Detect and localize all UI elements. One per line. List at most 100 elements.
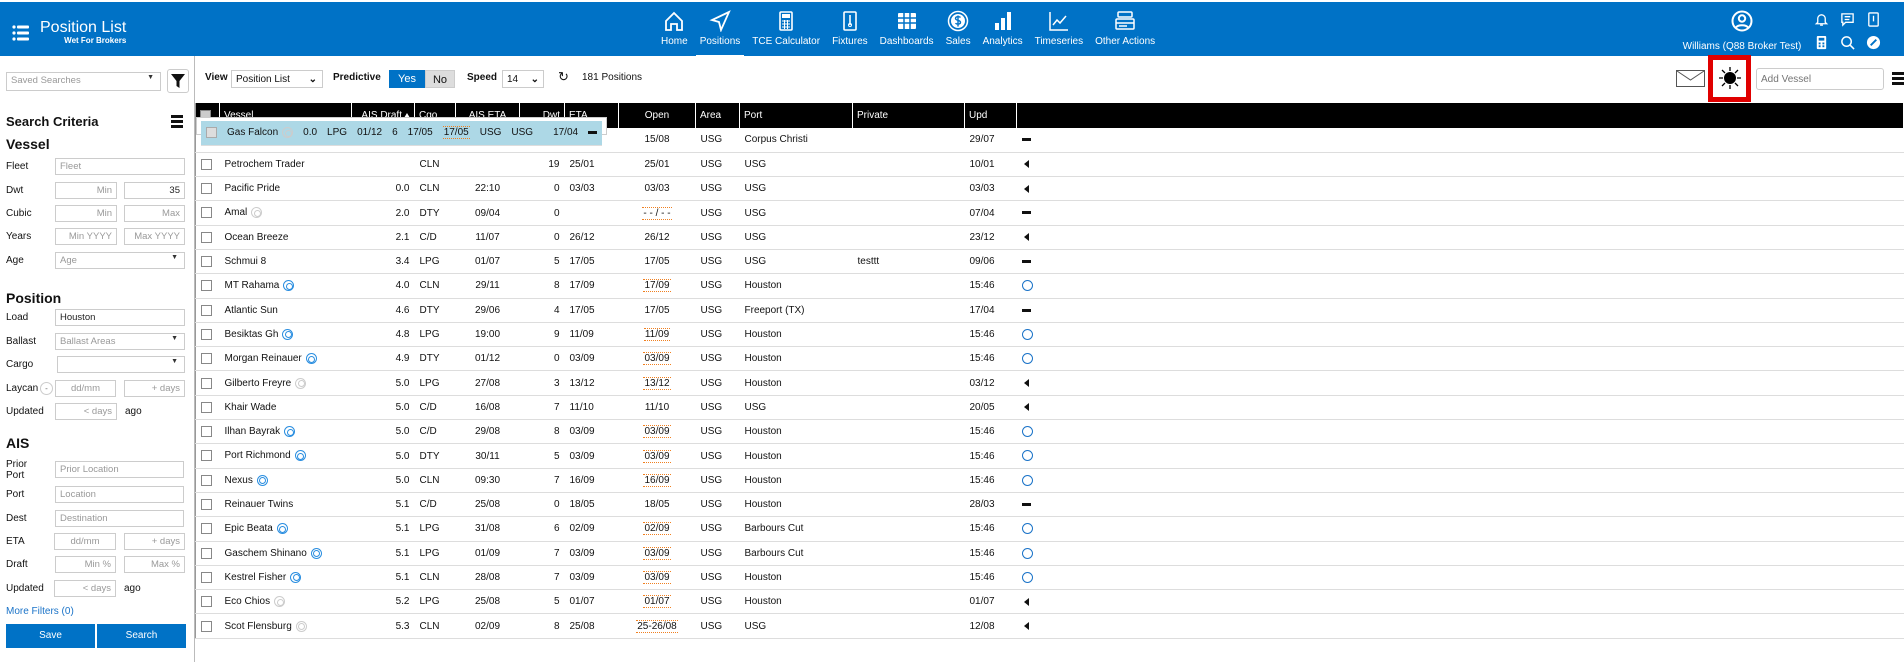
nav-item-positions[interactable]: Positions <box>694 8 747 57</box>
vessel-cell[interactable]: Reinauer Twins <box>219 492 352 518</box>
table-row[interactable]: Gilberto Freyre 5.0 LPG 27/08 3 13/12 13/12 USG… <box>195 370 1904 396</box>
email-icon[interactable] <box>1676 70 1705 87</box>
table-row[interactable]: Epic Beata 5.1 LPG 31/08 6 02/09 02/09 USG Barbo… <box>195 516 1904 542</box>
private-cell[interactable] <box>852 492 965 518</box>
chat-icon[interactable] <box>1840 12 1855 27</box>
open-date[interactable]: 17/05 <box>644 256 670 268</box>
private-cell[interactable] <box>852 128 965 153</box>
checkbox[interactable] <box>201 499 212 511</box>
vessel-name[interactable]: Ilhan Bayrak <box>224 426 281 438</box>
open-date[interactable]: 17/05 <box>442 126 470 140</box>
open-cell[interactable]: 26/12 <box>618 225 696 250</box>
open-cell[interactable]: 01/07 <box>618 589 696 615</box>
position-updated-input[interactable]: < days <box>55 403 117 420</box>
open-date[interactable]: 25-26/08 <box>636 619 678 633</box>
row-checkbox[interactable] <box>195 370 220 396</box>
app-logo[interactable]: Position List Wet For Brokers <box>12 20 126 45</box>
row-checkbox[interactable] <box>195 589 220 615</box>
predictive-no-button[interactable]: No <box>425 70 455 88</box>
checkbox[interactable] <box>201 620 212 632</box>
nav-item-fixtures[interactable]: Fixtures <box>826 8 874 56</box>
private-cell[interactable] <box>538 121 549 146</box>
vessel-cell[interactable]: Port Richmond <box>219 443 352 469</box>
saved-searches-select[interactable]: Saved Searches ▼ <box>6 72 161 91</box>
row-checkbox[interactable] <box>195 176 220 202</box>
years-max-input[interactable]: Max YYYY <box>124 228 185 245</box>
vessel-cell[interactable]: Ilhan Bayrak <box>219 419 352 445</box>
open-cell[interactable]: 18/05 <box>618 492 696 518</box>
table-row[interactable]: Pacific Pride 0.0 CLN 22:10 0 03/03 03/03 USG US… <box>195 176 1904 202</box>
checkbox[interactable] <box>201 207 212 219</box>
nav-item-home[interactable]: Home <box>655 8 694 56</box>
column-header-open[interactable]: Open <box>618 103 696 128</box>
open-date[interactable]: 03/09 <box>643 425 671 439</box>
column-header-private[interactable]: Private <box>852 103 965 128</box>
add-vessel-input[interactable] <box>1756 68 1884 90</box>
open-date[interactable]: 02/09 <box>643 522 671 536</box>
row-checkbox[interactable] <box>195 249 220 275</box>
open-cell[interactable]: 17/05 <box>618 249 696 275</box>
open-date[interactable]: 25/01 <box>644 158 670 170</box>
vessel-cell[interactable]: Amal <box>219 200 352 226</box>
save-button[interactable]: Save <box>6 624 95 648</box>
private-cell[interactable] <box>852 225 965 250</box>
ballast-select[interactable]: Ballast Areas ▼ <box>55 333 185 350</box>
age-select[interactable]: Age ▼ <box>55 252 185 269</box>
open-cell[interactable]: 17/05 <box>618 298 696 323</box>
cargo-select[interactable]: ▼ <box>57 356 185 373</box>
private-cell[interactable] <box>852 516 965 542</box>
vessel-cell[interactable]: MT Rahama <box>219 273 352 299</box>
bell-icon[interactable] <box>1814 12 1829 27</box>
checkbox[interactable] <box>201 280 212 292</box>
table-row[interactable]: Schmui 8 3.4 LPG 01/07 5 17/05 17/05 USG USG test… <box>195 249 1904 275</box>
open-date[interactable]: 03/03 <box>644 183 670 195</box>
ais-updated-input[interactable]: < days <box>54 580 116 597</box>
row-checkbox[interactable] <box>195 565 220 591</box>
vessel-cell[interactable]: Atlantic Sun <box>219 298 352 323</box>
table-row[interactable]: Ilhan Bayrak 5.0 C/D 29/08 8 03/09 03/09 USG Hou… <box>195 419 1904 445</box>
vessel-name[interactable]: Epic Beata <box>224 523 273 535</box>
checkbox[interactable] <box>201 158 212 170</box>
table-row[interactable]: Kestrel Fisher 5.1 CLN 28/08 7 03/09 03/09 USG H… <box>195 565 1904 591</box>
criteria-menu-icon[interactable] <box>171 115 183 130</box>
open-date[interactable]: 16/09 <box>643 473 671 487</box>
vessel-cell[interactable]: Ocean Breeze <box>219 225 352 250</box>
ais-eta-days-input[interactable]: + days <box>124 533 185 550</box>
sun-icon[interactable] <box>1718 66 1742 90</box>
row-checkbox[interactable] <box>201 121 222 146</box>
open-cell[interactable]: 03/09 <box>618 443 696 469</box>
table-menu-icon[interactable] <box>1892 72 1904 87</box>
private-cell[interactable] <box>852 419 965 445</box>
vessel-cell[interactable]: Scot Flensburg <box>219 613 352 639</box>
draft-max-input[interactable]: Max % <box>124 556 185 573</box>
open-date[interactable]: 13/12 <box>643 376 671 390</box>
vessel-name[interactable]: Petrochem Trader <box>224 158 305 170</box>
column-header-upd[interactable]: Upd <box>964 103 1017 128</box>
vessel-name[interactable]: Khair Wade <box>224 401 277 413</box>
checkbox[interactable] <box>201 547 212 559</box>
open-cell[interactable]: 11/10 <box>618 395 696 421</box>
open-cell[interactable]: 17/09 <box>618 273 696 299</box>
checkbox[interactable] <box>206 127 217 139</box>
checkbox[interactable] <box>201 183 212 195</box>
nav-item-analytics[interactable]: Analytics <box>977 8 1029 56</box>
checkbox[interactable] <box>201 377 212 389</box>
private-cell[interactable] <box>852 443 965 469</box>
filter-button[interactable] <box>167 69 189 93</box>
checkbox[interactable] <box>201 596 212 608</box>
laycan-days-input[interactable]: + days <box>124 380 185 397</box>
private-cell[interactable] <box>852 200 965 226</box>
table-row[interactable]: Amal 2.0 DTY 09/04 0 - - / - - USG USG 07/04 <box>195 200 1904 226</box>
nav-item-dashboards[interactable]: Dashboards <box>874 8 940 56</box>
row-checkbox[interactable] <box>195 152 220 178</box>
row-checkbox[interactable] <box>195 516 220 542</box>
table-row[interactable]: Atlantic Sun 4.6 DTY 29/06 4 17/05 17/05 USG Fre… <box>195 298 1904 323</box>
ais-location-input[interactable]: Location <box>55 486 184 503</box>
table-row[interactable]: Gas Falcon 0.0 LPG 01/12 6 17/05 17/05 USG USG 17… <box>196 117 608 146</box>
table-row[interactable]: Reinauer Twins 5.1 C/D 25/08 0 18/05 18/05 USG H… <box>195 492 1904 518</box>
checkbox[interactable] <box>201 571 212 583</box>
column-header-port[interactable]: Port <box>739 103 853 128</box>
open-date[interactable]: - - / - - <box>642 206 672 220</box>
draft-min-input[interactable]: Min % <box>55 556 116 573</box>
speed-select[interactable]: 14 ⌄ <box>502 70 544 88</box>
